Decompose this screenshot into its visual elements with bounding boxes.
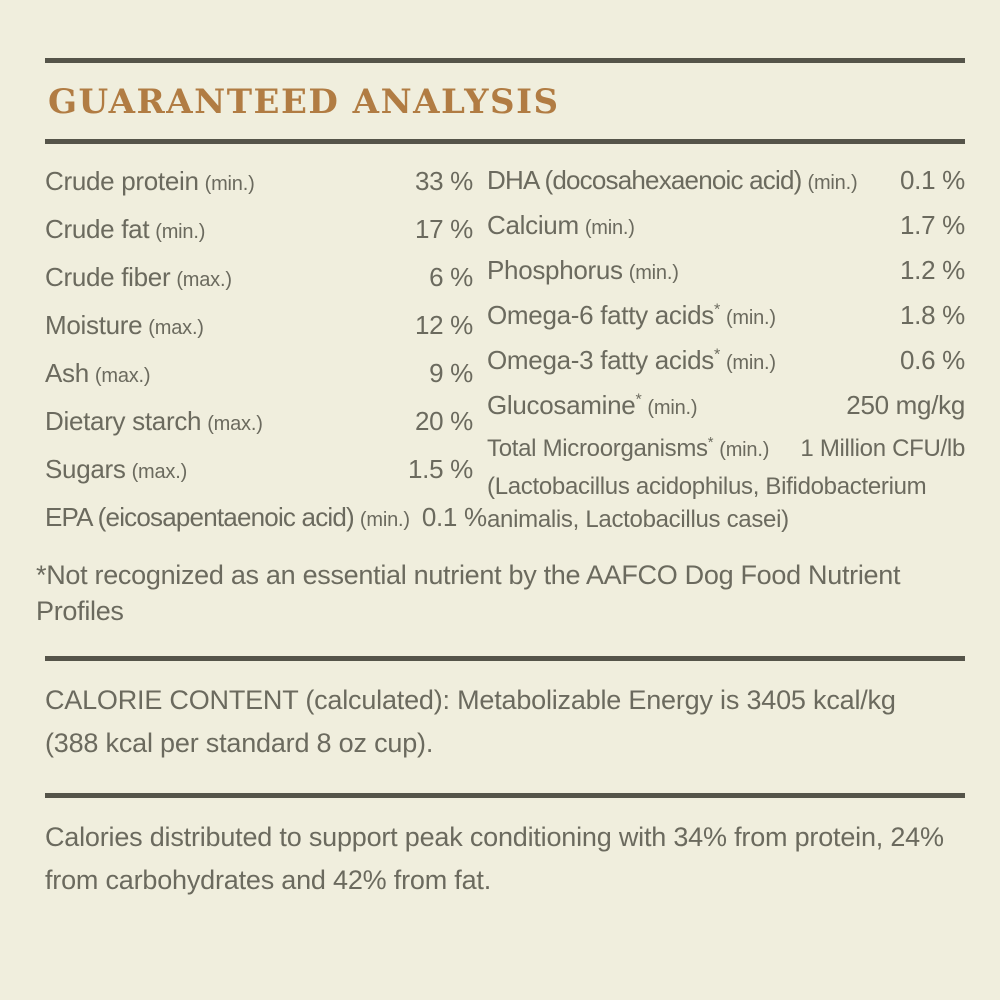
analysis-row: Crude fat (min.) 17 % bbox=[45, 207, 473, 255]
nutrient-qualifier: (min.) bbox=[584, 217, 635, 239]
page-title: GUARANTEED ANALYSIS bbox=[48, 82, 560, 122]
analysis-row: Omega-6 fatty acids* (min.) 1.8 % bbox=[487, 294, 965, 339]
nutrient-label: Sugars (max.) bbox=[45, 454, 188, 484]
nutrient-label: Dietary starch (max.) bbox=[45, 406, 263, 436]
nutrient-label: Crude protein (min.) bbox=[45, 166, 255, 196]
nutrient-label: Omega-3 fatty acids* (min.) bbox=[487, 345, 776, 375]
divider-under-title bbox=[45, 139, 965, 144]
analysis-row: Crude protein (min.) 33 % bbox=[45, 159, 473, 207]
nutrient-qualifier: (min.) bbox=[647, 397, 698, 419]
analysis-left-column: Crude protein (min.) 33 % Crude fat (min.) 17… bbox=[45, 159, 487, 543]
asterisk-mark: * bbox=[713, 345, 720, 364]
nutrient-value: 0.1 % bbox=[900, 165, 965, 195]
nutrient-label: Calcium (min.) bbox=[487, 210, 635, 240]
analysis-row: Dietary starch (max.) 20 % bbox=[45, 399, 473, 447]
nutrient-value: 1.8 % bbox=[900, 300, 965, 330]
nutrient-qualifier: (min.) bbox=[719, 439, 770, 461]
nutrient-value: 1.5 % bbox=[408, 454, 473, 484]
nutrient-qualifier: (max.) bbox=[207, 413, 263, 435]
nutrient-qualifier: (min.) bbox=[807, 172, 858, 194]
nutrient-label: EPA (eicosapentaenoic acid) (min.) bbox=[45, 502, 410, 532]
calorie-content-text: CALORIE CONTENT (calculated): Metaboliza… bbox=[45, 685, 896, 758]
nutrient-value: 6 % bbox=[429, 262, 473, 292]
asterisk-mark: * bbox=[713, 300, 720, 319]
nutrient-value: 250 mg/kg bbox=[846, 390, 965, 420]
aafco-footnote: *Not recognized as an essential nutrient… bbox=[36, 560, 901, 626]
nutrient-qualifier: (min.) bbox=[628, 262, 679, 284]
nutrient-value: 12 % bbox=[414, 310, 473, 340]
nutrient-value: 1.7 % bbox=[900, 210, 965, 240]
nutrient-qualifier: (min.) bbox=[155, 221, 206, 243]
asterisk-mark: * bbox=[707, 435, 714, 451]
nutrient-value: 0.1 % bbox=[421, 502, 487, 532]
divider-calorie-distribution bbox=[45, 793, 965, 798]
analysis-row: Ash (max.) 9 % bbox=[45, 351, 473, 399]
nutrient-qualifier: (min.) bbox=[725, 307, 776, 329]
nutrient-value: 17 % bbox=[414, 214, 473, 244]
nutrient-note: (Lactobacillus acidophilus, Bifidobacter… bbox=[487, 473, 927, 533]
nutrient-label: DHA (docosahexaenoic acid) (min.) bbox=[487, 165, 858, 195]
analysis-row: Sugars (max.) 1.5 % bbox=[45, 447, 473, 495]
nutrient-value: 0.6 % bbox=[900, 345, 965, 375]
analysis-row: Calcium (min.) 1.7 % bbox=[487, 204, 965, 249]
divider-calorie-content bbox=[45, 656, 965, 661]
analysis-row: Omega-3 fatty acids* (min.) 0.6 % bbox=[487, 339, 965, 384]
nutrient-qualifier: (max.) bbox=[94, 365, 151, 387]
analysis-row: EPA (eicosapentaenoic acid) (min.) 0.1 % bbox=[45, 495, 487, 543]
analysis-row: Total Microorganisms* (min.) 1 Million CFU… bbox=[487, 429, 965, 470]
nutrient-label: Glucosamine* (min.) bbox=[487, 390, 698, 420]
calorie-distribution-text: Calories distributed to support peak con… bbox=[45, 822, 944, 895]
nutrient-value: 1.2 % bbox=[900, 255, 965, 285]
nutrient-value: 33 % bbox=[414, 166, 473, 196]
analysis-right-column: DHA (docosahexaenoic acid) (min.) 0.1 % Cal… bbox=[487, 159, 965, 543]
nutrient-label: Ash (max.) bbox=[45, 358, 151, 388]
nutrient-qualifier: (min.) bbox=[725, 352, 776, 374]
nutrient-value: 20 % bbox=[414, 406, 473, 436]
nutrient-value: 9 % bbox=[429, 358, 473, 388]
nutrient-qualifier: (max.) bbox=[131, 461, 188, 483]
analysis-row: Phosphorus (min.) 1.2 % bbox=[487, 249, 965, 294]
analysis-row: DHA (docosahexaenoic acid) (min.) 0.1 % bbox=[487, 159, 965, 204]
analysis-row: Glucosamine* (min.) 250 mg/kg bbox=[487, 384, 965, 429]
nutrient-label: Moisture (max.) bbox=[45, 310, 204, 340]
divider-top bbox=[45, 58, 965, 63]
analysis-row: Crude fiber (max.) 6 % bbox=[45, 255, 473, 303]
nutrient-qualifier: (min.) bbox=[359, 509, 410, 531]
nutrient-label: Phosphorus (min.) bbox=[487, 255, 679, 285]
nutrient-label: Crude fat (min.) bbox=[45, 214, 206, 244]
asterisk-mark: * bbox=[635, 390, 642, 409]
nutrient-qualifier: (max.) bbox=[176, 269, 232, 291]
nutrient-label: Total Microorganisms* (min.) bbox=[487, 435, 770, 462]
nutrient-label: Crude fiber (max.) bbox=[45, 262, 232, 292]
nutrient-qualifier: (min.) bbox=[204, 173, 255, 195]
analysis-row: Moisture (max.) 12 % bbox=[45, 303, 473, 351]
analysis-table: Crude protein (min.) 33 % Crude fat (min.) 17… bbox=[45, 159, 965, 543]
nutrient-value: 1 Million CFU/lb bbox=[800, 435, 965, 462]
nutrient-label: Omega-6 fatty acids* (min.) bbox=[487, 300, 776, 330]
nutrient-qualifier: (max.) bbox=[148, 317, 204, 339]
